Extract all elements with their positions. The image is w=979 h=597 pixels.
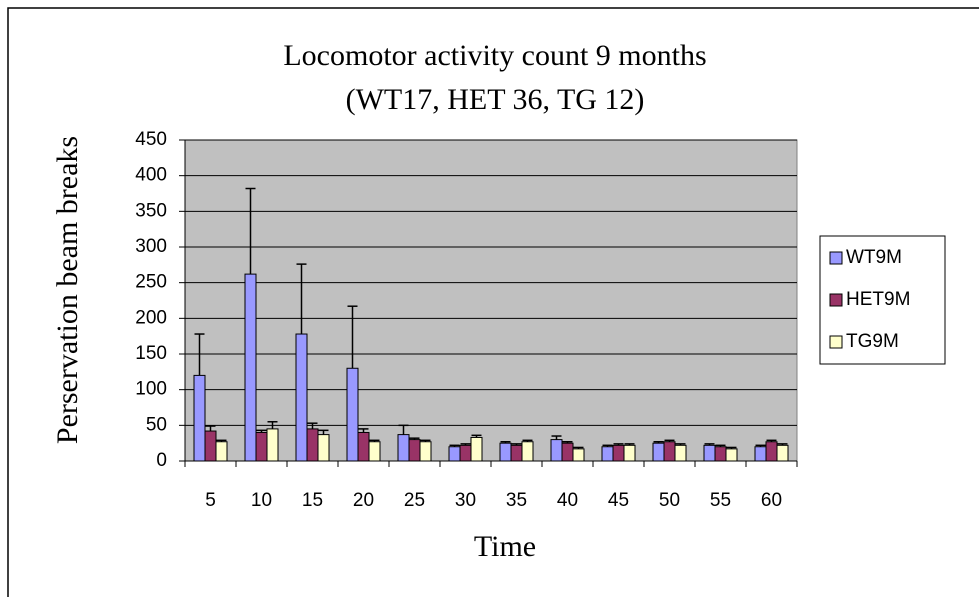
y-tick-label: 50	[146, 414, 167, 435]
bar	[776, 444, 789, 462]
plot-area	[184, 139, 798, 462]
bar	[448, 446, 461, 462]
bar	[204, 430, 217, 462]
y-tick-label: 200	[135, 307, 167, 328]
bar	[368, 441, 381, 462]
x-tick-label: 30	[455, 490, 476, 511]
bar	[357, 431, 370, 462]
y-tick-label: 400	[135, 165, 167, 186]
bar	[674, 444, 687, 462]
bar	[295, 333, 308, 462]
bar	[725, 448, 738, 462]
y-tick-label: 150	[135, 343, 167, 364]
legend-label: HET9M	[846, 289, 910, 310]
legend-swatch	[829, 293, 843, 307]
y-tick-label: 450	[135, 129, 167, 150]
bar	[612, 444, 625, 462]
bar	[470, 436, 483, 462]
bar	[408, 439, 421, 462]
legend-label: TG9M	[846, 331, 899, 352]
bar	[601, 446, 614, 462]
y-tick-label: 100	[135, 379, 167, 400]
x-tick-label: 55	[710, 490, 731, 511]
x-tick-label: 10	[251, 490, 272, 511]
bar	[346, 367, 359, 462]
bar	[521, 441, 534, 462]
chart-frame	[7, 7, 979, 597]
bar	[255, 431, 268, 462]
bar	[306, 428, 319, 462]
bar	[244, 273, 257, 462]
bar	[572, 448, 585, 462]
legend-swatch	[829, 251, 843, 265]
bar	[419, 441, 432, 462]
x-tick-label: 45	[608, 490, 629, 511]
x-tick-label: 60	[761, 490, 782, 511]
bar	[754, 446, 767, 462]
bar	[397, 434, 410, 462]
y-tick-label: 300	[135, 236, 167, 257]
bar	[317, 434, 330, 462]
chart-title: Locomotor activity count 9 months	[283, 39, 706, 72]
bar	[510, 444, 523, 462]
legend-swatch	[829, 335, 843, 349]
x-tick-label: 25	[404, 490, 425, 511]
bar	[193, 374, 206, 462]
x-axis-label: Time	[474, 530, 536, 563]
bar	[266, 428, 279, 462]
y-tick-label: 350	[135, 200, 167, 221]
bar	[714, 446, 727, 462]
y-axis-label: Perservation beam breaks	[51, 136, 84, 444]
y-tick-label: 0	[156, 450, 167, 471]
bar	[623, 444, 636, 462]
bar	[663, 441, 676, 462]
legend-label: WT9M	[846, 247, 902, 268]
bar	[215, 441, 228, 462]
bar	[499, 442, 512, 462]
bar	[703, 444, 716, 462]
x-tick-label: 50	[659, 490, 680, 511]
bar	[765, 441, 778, 462]
bar	[550, 439, 563, 462]
x-tick-label: 20	[353, 490, 374, 511]
x-tick-label: 5	[205, 490, 216, 511]
chart-title: (WT17, HET 36, TG 12)	[346, 83, 645, 116]
x-tick-label: 35	[506, 490, 527, 511]
x-tick-label: 40	[557, 490, 578, 511]
bar	[459, 444, 472, 462]
bar	[652, 442, 665, 462]
bar	[561, 442, 574, 462]
x-tick-label: 15	[302, 490, 323, 511]
y-tick-label: 250	[135, 272, 167, 293]
